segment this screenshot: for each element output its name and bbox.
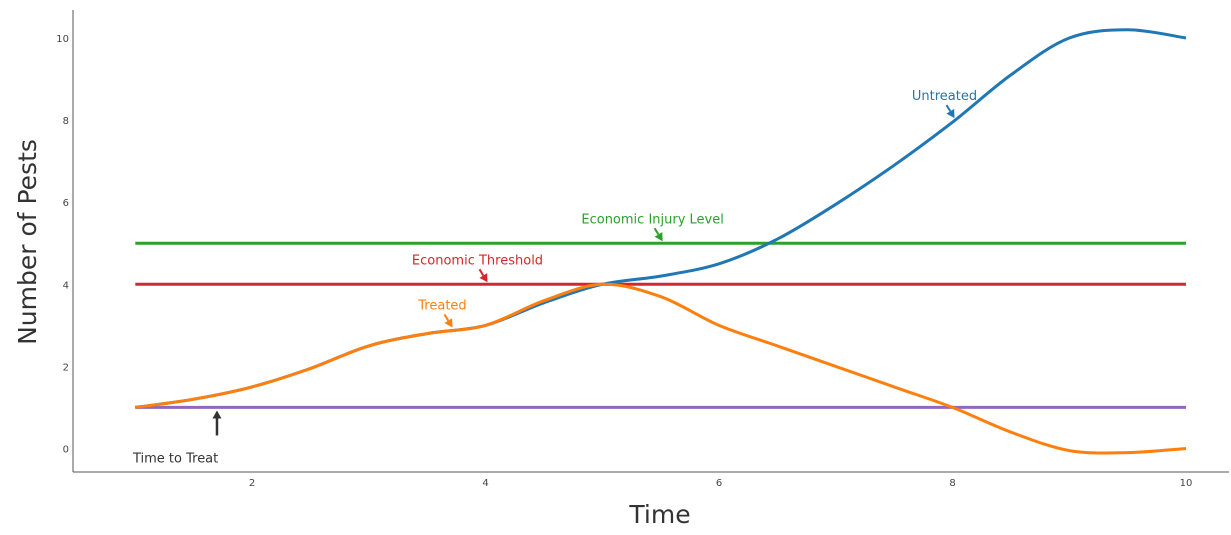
x-tick-label: 2 xyxy=(249,478,255,489)
x-tick-label: 4 xyxy=(482,478,488,489)
x-tick-label: 10 xyxy=(1180,478,1193,489)
y-tick-label: 4 xyxy=(63,280,69,291)
x-axis-title: Time xyxy=(628,500,690,529)
x-tick-labels: 2 4 6 8 10 xyxy=(249,478,1193,489)
y-tick-label: 8 xyxy=(63,116,69,127)
annotation-economic-threshold: Economic Threshold xyxy=(412,253,543,268)
annotation-arrow-untreated xyxy=(945,104,955,119)
annotation-treated: Treated xyxy=(417,298,466,313)
x-tick-label: 8 xyxy=(949,478,955,489)
annotation-untreated: Untreated xyxy=(912,89,977,104)
y-tick-label: 2 xyxy=(63,362,69,373)
y-tick-label: 6 xyxy=(63,198,69,209)
annotation-arrow-time-to-treat xyxy=(212,410,222,436)
annotations: Untreated Economic Injury Level Economic T… xyxy=(132,89,977,466)
y-tick-label: 0 xyxy=(63,445,69,456)
y-axis-title: Number of Pests xyxy=(13,139,42,345)
annotation-economic-injury-level: Economic Injury Level xyxy=(581,212,723,227)
series-lines xyxy=(135,28,1187,455)
annotation-arrow-treated xyxy=(443,313,453,328)
annotation-arrow-economic-threshold xyxy=(478,268,488,283)
axes xyxy=(72,10,1229,473)
series-line-treated xyxy=(135,282,1187,455)
annotation-arrow-economic-injury-level xyxy=(653,227,663,242)
y-tick-labels: 0 2 4 6 8 10 xyxy=(56,34,69,456)
y-tick-label: 10 xyxy=(56,34,69,45)
annotation-time-to-treat: Time to Treat xyxy=(132,451,218,466)
x-tick-label: 6 xyxy=(716,478,722,489)
